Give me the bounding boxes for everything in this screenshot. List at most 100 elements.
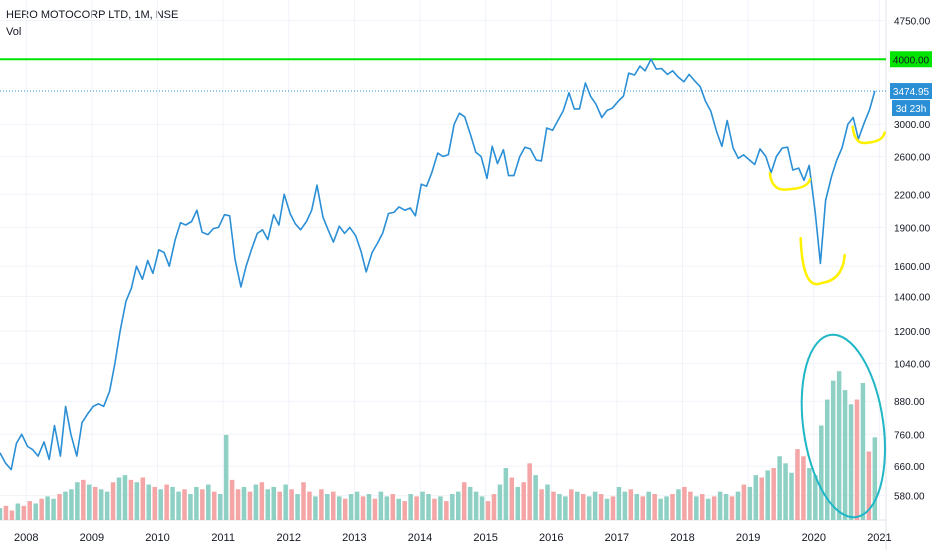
volume-bar: [253, 484, 259, 520]
time-tick-label: 2008: [14, 532, 38, 544]
volume-bar: [384, 496, 390, 520]
volume-bar: [711, 496, 717, 520]
cyan-ellipse-volume: [800, 333, 886, 519]
volume-bar: [640, 496, 646, 520]
volume-bar: [247, 491, 253, 520]
volume-bar: [860, 383, 866, 520]
volume-bar: [69, 489, 74, 520]
volume-bar: [301, 482, 306, 520]
volume-bar: [497, 484, 503, 520]
volume-bar: [217, 494, 223, 520]
volume-bar: [765, 470, 770, 520]
volume-bar: [39, 498, 44, 520]
volume-bar: [51, 498, 56, 520]
volume-bar: [283, 484, 288, 520]
countdown-badge: [892, 100, 930, 117]
annotations: [768, 125, 886, 519]
volume-bar: [158, 489, 163, 520]
volume-bar: [521, 482, 526, 520]
price-tick-label: 1040.00: [894, 359, 931, 370]
volume-bar: [235, 489, 241, 520]
volume-bar: [331, 491, 336, 520]
price-tick-label: 1600.00: [894, 262, 931, 273]
volume-bar: [580, 494, 586, 520]
time-tick-label: 2019: [736, 532, 760, 544]
volume-bar: [807, 468, 812, 520]
volume-bar: [414, 496, 419, 520]
volume-bar: [277, 491, 282, 520]
volume-bar: [485, 501, 491, 520]
volume-bar: [813, 475, 818, 520]
price-tick-label: 1900.00: [894, 223, 931, 234]
volume-bar: [616, 486, 622, 520]
volume-bar: [747, 486, 753, 520]
volume-bar: [98, 489, 104, 520]
volume-bar: [21, 505, 27, 520]
volume-bar: [842, 390, 848, 520]
volume-bar: [182, 489, 187, 520]
volume-bar: [753, 475, 759, 520]
volume-bar: [194, 486, 199, 520]
time-tick-label: 2012: [277, 532, 301, 544]
volume-bar: [140, 477, 146, 520]
volume-bar: [795, 449, 800, 520]
volume-bar: [342, 498, 348, 520]
volume-bar: [634, 494, 640, 520]
volume-bar: [366, 494, 372, 520]
volume-bar: [801, 456, 806, 520]
volume-bar: [604, 498, 610, 520]
volume-bar: [515, 486, 521, 520]
time-tick-label: 2015: [473, 532, 497, 544]
volume-bar: [271, 486, 277, 520]
volume-bar: [461, 482, 467, 520]
volume-bar: [729, 496, 735, 520]
volume-bar: [325, 494, 330, 520]
volume-bar: [598, 494, 604, 520]
volume-bar: [307, 491, 312, 520]
volume-bar: [229, 479, 235, 520]
volume-bar: [259, 482, 265, 520]
volume-bar: [771, 468, 776, 520]
volume-bar: [45, 496, 50, 520]
volume-bar: [336, 496, 342, 520]
volume-bar: [241, 486, 247, 520]
volume-bar: [3, 505, 9, 520]
time-tick-label: 2011: [211, 532, 235, 544]
volume-bar: [206, 484, 211, 520]
volume-bar: [265, 489, 271, 520]
time-axis[interactable]: 2008 2009 2010 2011 2012 2013 2014 2015 2016 2017…: [14, 532, 892, 544]
volume-bar: [652, 494, 657, 520]
volume-bar: [116, 477, 122, 520]
volume-bar: [575, 491, 580, 520]
volume-bar: [164, 484, 169, 520]
volume-bar: [830, 380, 836, 520]
yellow-arc-2020-bottom: [799, 236, 846, 286]
volume-bar: [539, 489, 544, 520]
volume-bar: [134, 482, 140, 520]
volume-bar: [503, 468, 509, 520]
volume-bar: [372, 498, 378, 520]
volume-bar: [104, 491, 110, 520]
price-tick-label: 2200.00: [894, 190, 931, 201]
volume-bar: [533, 475, 538, 520]
volume-bar: [854, 399, 860, 520]
volume-bar: [866, 451, 872, 520]
volume-bar: [664, 496, 669, 520]
time-tick-label: 2014: [408, 532, 432, 544]
volume-bar: [467, 486, 473, 520]
volume-bar: [836, 371, 842, 520]
volume-bar: [824, 399, 830, 520]
volume-bar: [705, 498, 711, 520]
volume-bar: [444, 501, 449, 520]
volume-bar: [122, 475, 128, 520]
volume-bars: [0, 371, 878, 520]
time-tick-label: 2010: [145, 532, 169, 544]
price-tick-label: 2600.00: [894, 153, 931, 164]
volume-bar: [509, 477, 515, 520]
volume-bar: [592, 491, 598, 520]
volume-bar: [92, 486, 98, 520]
volume-bar: [658, 498, 663, 520]
countdown-badge-text: 3d 23h: [896, 104, 927, 115]
price-tick-label: 660.00: [894, 462, 925, 473]
